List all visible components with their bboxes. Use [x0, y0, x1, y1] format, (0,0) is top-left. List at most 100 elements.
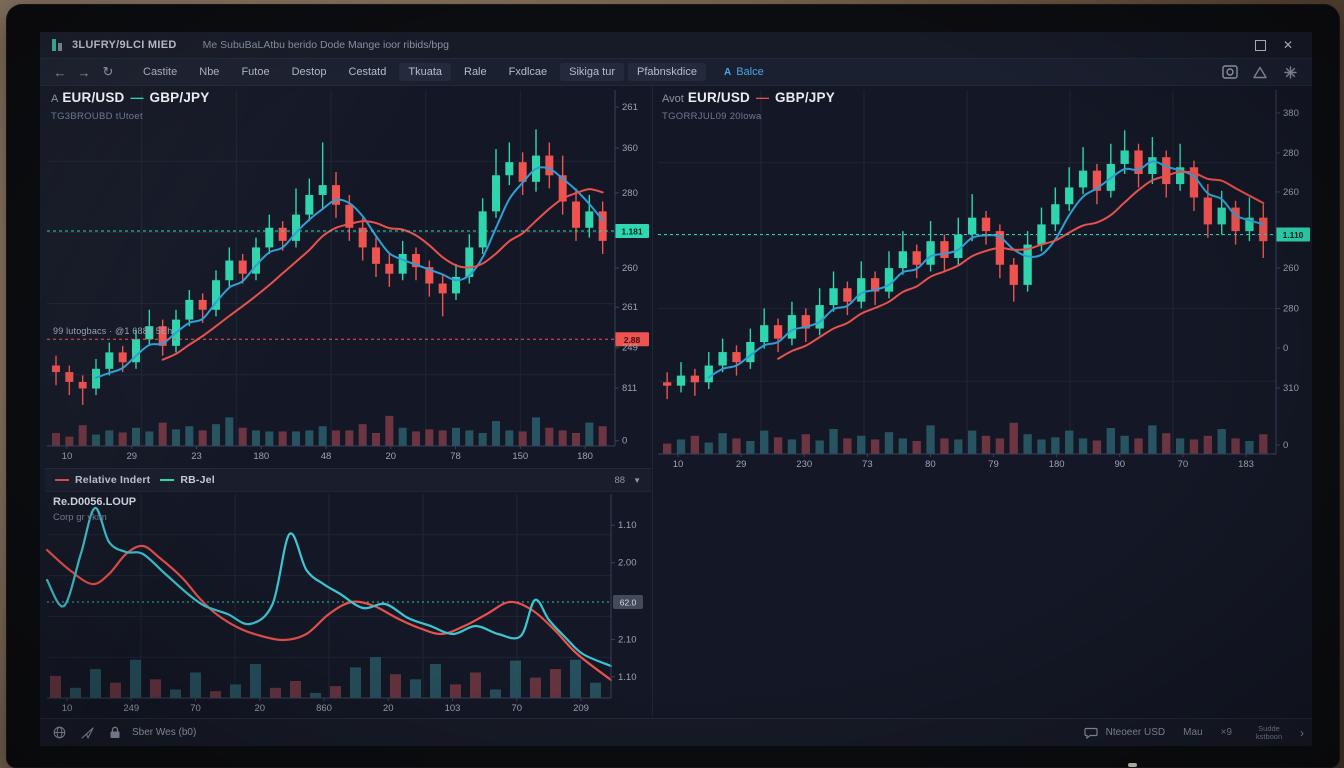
rsi-canvas[interactable]: 62.0 1.10 2.00 2.10 1.10 10 249 70 20 860 20 103 70 2… — [45, 490, 651, 716]
rsi-header: Relative Indert RB-Jel 88 ▼ — [45, 468, 651, 492]
svg-text:90: 90 — [1114, 459, 1125, 470]
svg-text:29: 29 — [126, 451, 137, 462]
rsi-panel[interactable]: Relative Indert RB-Jel 88 ▼ Re.D0056.LOU… — [45, 468, 651, 716]
moving-average-line — [95, 166, 604, 379]
rb-jel-line — [45, 506, 613, 668]
status-left-label: Sber Wes (b0) — [132, 727, 197, 738]
svg-text:180: 180 — [577, 451, 593, 462]
moving-average-line — [707, 160, 1265, 379]
titlebar: 3LUFRY/9LCI MIED Me SubuBaLAtbu berido D… — [40, 32, 1312, 59]
price-marker: 1.181 — [47, 224, 649, 239]
price-marker: 1.110 — [658, 227, 1310, 242]
volume-bars — [663, 422, 1268, 454]
screenshot-button[interactable] — [1220, 62, 1240, 82]
toolbar-right-icons — [1220, 62, 1312, 82]
toolbar-item-castite[interactable]: Castite — [134, 63, 186, 81]
lock-button[interactable] — [106, 724, 124, 742]
toolbar-item-tkuata[interactable]: Tkuata — [399, 63, 451, 81]
svg-text:70: 70 — [190, 703, 201, 714]
svg-text:10: 10 — [673, 459, 684, 470]
rsi-legend-teal: RB-Jel — [180, 474, 215, 486]
svg-text:280: 280 — [1283, 303, 1299, 314]
chart-eurusd-left[interactable]: A EUR/USD — GBP/JPY TG3BROUBD tUtoet 99 lut… — [45, 86, 651, 464]
svg-text:310: 310 — [1283, 383, 1299, 394]
svg-text:1.181: 1.181 — [621, 227, 643, 237]
maximize-button[interactable] — [1250, 35, 1270, 55]
chart-left-canvas[interactable]: 1.181 2.88 261 360 280 260 261 249 811 0 10 29 23 180… — [45, 86, 651, 464]
level-tag: 62.0 — [613, 595, 643, 609]
toolbar-menu: Castite Nbe Futoe Destop Cestatd Tkuata Rale Fx… — [134, 63, 706, 81]
svg-text:103: 103 — [445, 703, 461, 714]
chart-left-prefix: A — [51, 93, 59, 105]
svg-text:260: 260 — [622, 263, 638, 274]
status-note: Sudde kstboon — [1255, 723, 1283, 741]
svg-text:811: 811 — [622, 383, 637, 394]
svg-text:183: 183 — [1238, 459, 1254, 470]
x-axis-labels: 10 29 230 73 80 79 180 90 70 183 — [673, 454, 1254, 470]
refresh-button[interactable]: ↻ — [96, 61, 120, 83]
window-controls: ✕ — [1250, 35, 1312, 55]
svg-text:20: 20 — [254, 703, 265, 714]
svg-text:260: 260 — [1283, 263, 1299, 274]
eurusd-right-svg: 1.110 380 280 260 260 280 0 310 0 10 29 230 73 80 79 18… — [658, 90, 1310, 470]
y-axis-labels: 1.10 2.00 2.10 1.10 — [611, 520, 637, 683]
toolbar-item-destop[interactable]: Destop — [283, 63, 336, 81]
svg-text:0: 0 — [1283, 440, 1288, 451]
chart-left-overlay-note: 99 lutogbacs · @1 6888 5Eh — [53, 326, 173, 336]
svg-text:80: 80 — [925, 459, 936, 470]
globe-icon — [53, 726, 65, 739]
toolbar-item-fxdlcae[interactable]: Fxdlcae — [500, 63, 557, 81]
x-axis-labels: 10 29 23 180 48 20 78 150 180 — [62, 446, 593, 462]
screenshot-icon — [1222, 65, 1238, 79]
balance-button[interactable]: A Balce — [716, 63, 772, 81]
svg-text:150: 150 — [512, 451, 528, 462]
volume-bars — [52, 415, 607, 446]
svg-text:0: 0 — [622, 436, 627, 447]
y-axis-labels: 261 360 280 260 261 249 811 0 — [615, 102, 638, 447]
balance-label: Balce — [736, 66, 764, 78]
chart-eurusd-right[interactable]: Avot EUR/USD — GBP/JPY TGORRJUL09 20lowa 1.… — [656, 86, 1312, 472]
toolbar: ← → ↻ Castite Nbe Futoe Destop Cestatd Tkuata… — [40, 59, 1312, 86]
svg-text:261: 261 — [622, 102, 638, 113]
chart-right-header: Avot EUR/USD — GBP/JPY TGORRJUL09 20lowa — [662, 90, 835, 124]
chat-icon — [1084, 727, 1098, 739]
toolbar-item-cestatd[interactable]: Cestatd — [339, 63, 395, 81]
toolbar-item-nbe[interactable]: Nbe — [190, 63, 228, 81]
legend-dash-red-icon — [55, 479, 69, 481]
svg-text:280: 280 — [1283, 148, 1299, 159]
rsi-svg: 62.0 1.10 2.00 2.10 1.10 10 249 70 20 860 20 103 70 2… — [45, 494, 643, 714]
candles — [663, 130, 1268, 400]
alerts-button[interactable] — [1250, 62, 1270, 82]
globe-button[interactable] — [50, 724, 68, 742]
legend-dash-teal-icon — [160, 479, 175, 481]
rsi-dropdown-button[interactable]: ▼ — [625, 476, 651, 485]
toolbar-item-rale[interactable]: Rale — [455, 63, 496, 81]
settings-icon — [1283, 65, 1297, 79]
back-button[interactable]: ← — [48, 61, 72, 83]
chevron-right-icon[interactable]: › — [1300, 725, 1304, 740]
chart-left-compare: GBP/JPY — [149, 90, 210, 105]
candles — [52, 129, 607, 405]
toolbar-item-sikiga-tur[interactable]: Sikiga tur — [560, 63, 625, 81]
forward-button[interactable]: → — [72, 61, 96, 83]
moving-average-line — [161, 188, 604, 361]
send-button[interactable] — [78, 724, 96, 742]
chart-right-canvas[interactable]: 1.110 380 280 260 260 280 0 310 0 10 29 230 73 80 79 18… — [656, 86, 1312, 472]
settings-button[interactable] — [1280, 62, 1300, 82]
svg-text:230: 230 — [796, 459, 812, 470]
moving-average-line — [777, 170, 1265, 360]
svg-text:249: 249 — [622, 343, 638, 354]
svg-text:0: 0 — [1283, 343, 1288, 354]
svg-text:209: 209 — [573, 703, 589, 714]
toolbar-item-pfabnskdice[interactable]: Pfabnskdice — [628, 63, 706, 81]
close-button[interactable]: ✕ — [1278, 35, 1298, 55]
svg-text:180: 180 — [1049, 459, 1065, 470]
chat-button[interactable] — [1082, 724, 1100, 742]
toolbar-item-futoe[interactable]: Futoe — [232, 63, 278, 81]
svg-text:2.00: 2.00 — [618, 558, 637, 569]
compare-dash-icon: — — [755, 90, 769, 105]
svg-text:20: 20 — [383, 703, 394, 714]
status-bar: Sber Wes (b0) Nteoeer USD Mau ×9 Sudde k… — [40, 718, 1312, 746]
svg-text:1.110: 1.110 — [1283, 230, 1304, 240]
